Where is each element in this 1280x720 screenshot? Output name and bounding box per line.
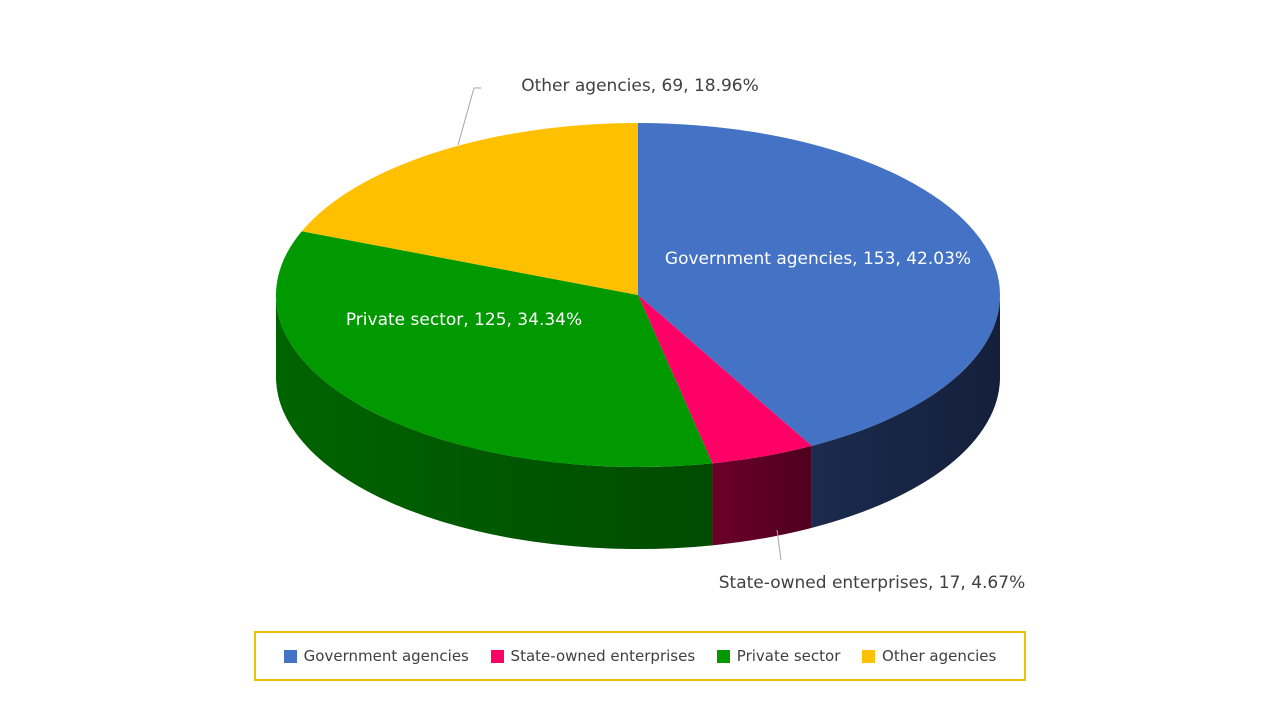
legend-item-state-owned-enterprises: State-owned enterprises [490, 647, 696, 665]
pie-side-shade-state-owned-enterprises [712, 445, 812, 546]
pie-tops [276, 123, 1001, 467]
legend-swatch [862, 649, 876, 663]
pie-slice-private-sector [276, 231, 713, 467]
legend-label: Government agencies [303, 647, 469, 665]
pie-slice-government-agencies [638, 123, 1001, 446]
pie-side-shade-private-sector [276, 295, 713, 549]
legend-swatch [283, 649, 297, 663]
legend-item-other-agencies: Other agencies [862, 647, 996, 665]
data-label-government-agencies: Government agencies, 153, 42.03% [665, 249, 971, 269]
legend-label: Private sector [736, 647, 841, 665]
data-label-other-agencies: Other agencies, 69, 18.96% [521, 76, 759, 96]
pie-sides [276, 295, 1000, 549]
legend-swatch [490, 649, 504, 663]
pie-slice-other-agencies [301, 123, 638, 295]
leader-lines [457, 87, 782, 561]
legend-swatch [716, 649, 730, 663]
data-labels: Government agencies, 153, 42.03% State-ow… [346, 76, 1025, 593]
legend-label: Other agencies [882, 647, 997, 665]
leader-line-other-agencies [457, 87, 481, 146]
pie-slice-state-owned-enterprises [638, 295, 812, 464]
legend-label: State-owned enterprises [510, 647, 696, 665]
legend-item-private-sector: Private sector [716, 647, 841, 665]
data-label-private-sector: Private sector, 125, 34.34% [346, 310, 582, 330]
leader-line-state-owned-enterprises [776, 529, 782, 561]
pie-side-shade-government-agencies [811, 295, 1000, 528]
data-label-state-owned-enterprises: State-owned enterprises, 17, 4.67% [719, 573, 1025, 593]
legend-item-government-agencies: Government agencies [283, 647, 469, 665]
legend: Government agencies State-owned enterpris… [254, 631, 1026, 681]
